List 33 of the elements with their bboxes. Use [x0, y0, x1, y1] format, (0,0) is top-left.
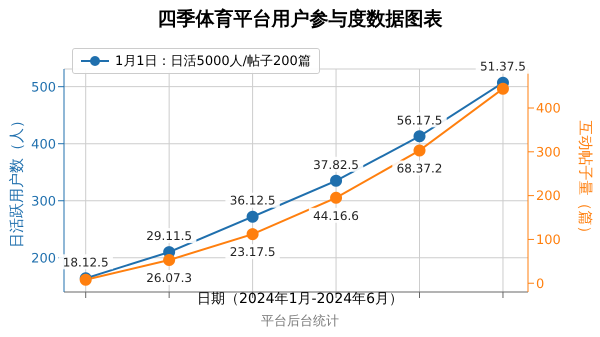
- y2-tick-label: 0: [536, 276, 544, 292]
- y2-axis-title: 互动帖子量（篇）: [576, 120, 595, 240]
- point: [246, 228, 259, 240]
- y2-tick-label: 400: [536, 102, 561, 117]
- point: [330, 192, 342, 204]
- point: [163, 254, 176, 266]
- data-label: 26.07.3: [146, 271, 192, 286]
- y2-tick-label: 300: [536, 145, 561, 160]
- data-label: 44.16.6: [313, 208, 359, 223]
- data-label: 68.37.2: [396, 161, 442, 176]
- y-axis-title: 日活跃用户数（人）: [7, 113, 26, 248]
- legend-label: 1月1日：日活5000人/帖子200篇: [115, 53, 311, 70]
- x-axis-title: 日期（2024年1月-2024年6月）: [196, 290, 404, 308]
- text: 平台后台统计: [260, 313, 340, 330]
- point: [414, 144, 426, 156]
- point: [414, 130, 426, 142]
- data-label: 56.17.5: [396, 113, 442, 128]
- data-label: 51.37.5: [480, 60, 526, 74]
- data-label: 23.17.5: [230, 245, 276, 260]
- y-tick-label: 400: [31, 137, 56, 152]
- data-label: 37.82.5: [313, 158, 359, 172]
- point: [246, 210, 259, 223]
- data-label: 36.12.5: [230, 194, 276, 208]
- y2-tick-label: 200: [536, 189, 561, 204]
- y-tick-label: 200: [31, 251, 56, 266]
- data-label: 18.12.5: [62, 255, 109, 270]
- y-tick-label: 500: [31, 80, 56, 96]
- point: [496, 82, 509, 95]
- point: [330, 174, 342, 187]
- chart-title: 四季体育平台用户参与度数据图表: [156, 7, 444, 32]
- y-tick-label: 300: [31, 194, 56, 210]
- y2-tick-label: 100: [536, 233, 561, 248]
- data-label: 29.11.5: [146, 229, 192, 244]
